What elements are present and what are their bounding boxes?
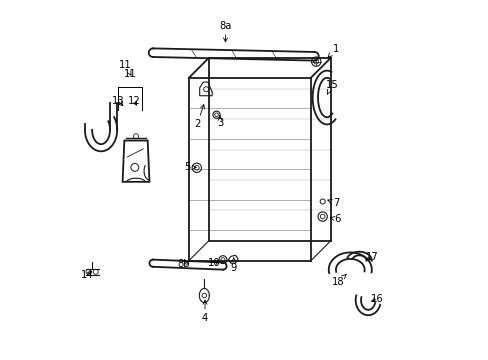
Text: 2: 2 bbox=[194, 105, 204, 129]
Text: 9: 9 bbox=[230, 258, 237, 273]
Text: 4: 4 bbox=[202, 300, 208, 323]
Text: 18: 18 bbox=[331, 274, 346, 287]
Text: 11: 11 bbox=[119, 60, 132, 75]
Text: 8a: 8a bbox=[219, 21, 231, 42]
Text: 11: 11 bbox=[123, 69, 136, 79]
Text: 16: 16 bbox=[370, 294, 383, 304]
Text: 1: 1 bbox=[327, 44, 339, 57]
Text: 13: 13 bbox=[112, 96, 124, 106]
Text: 17: 17 bbox=[365, 252, 377, 262]
Text: 15: 15 bbox=[325, 80, 338, 94]
Text: 3: 3 bbox=[217, 116, 223, 128]
Text: 12: 12 bbox=[127, 96, 140, 106]
Text: 5: 5 bbox=[183, 162, 196, 172]
Text: 8b: 8b bbox=[177, 259, 189, 269]
Text: 7: 7 bbox=[327, 198, 339, 208]
Text: 14: 14 bbox=[81, 270, 94, 280]
Text: 6: 6 bbox=[329, 215, 340, 224]
Text: 10: 10 bbox=[207, 258, 220, 268]
